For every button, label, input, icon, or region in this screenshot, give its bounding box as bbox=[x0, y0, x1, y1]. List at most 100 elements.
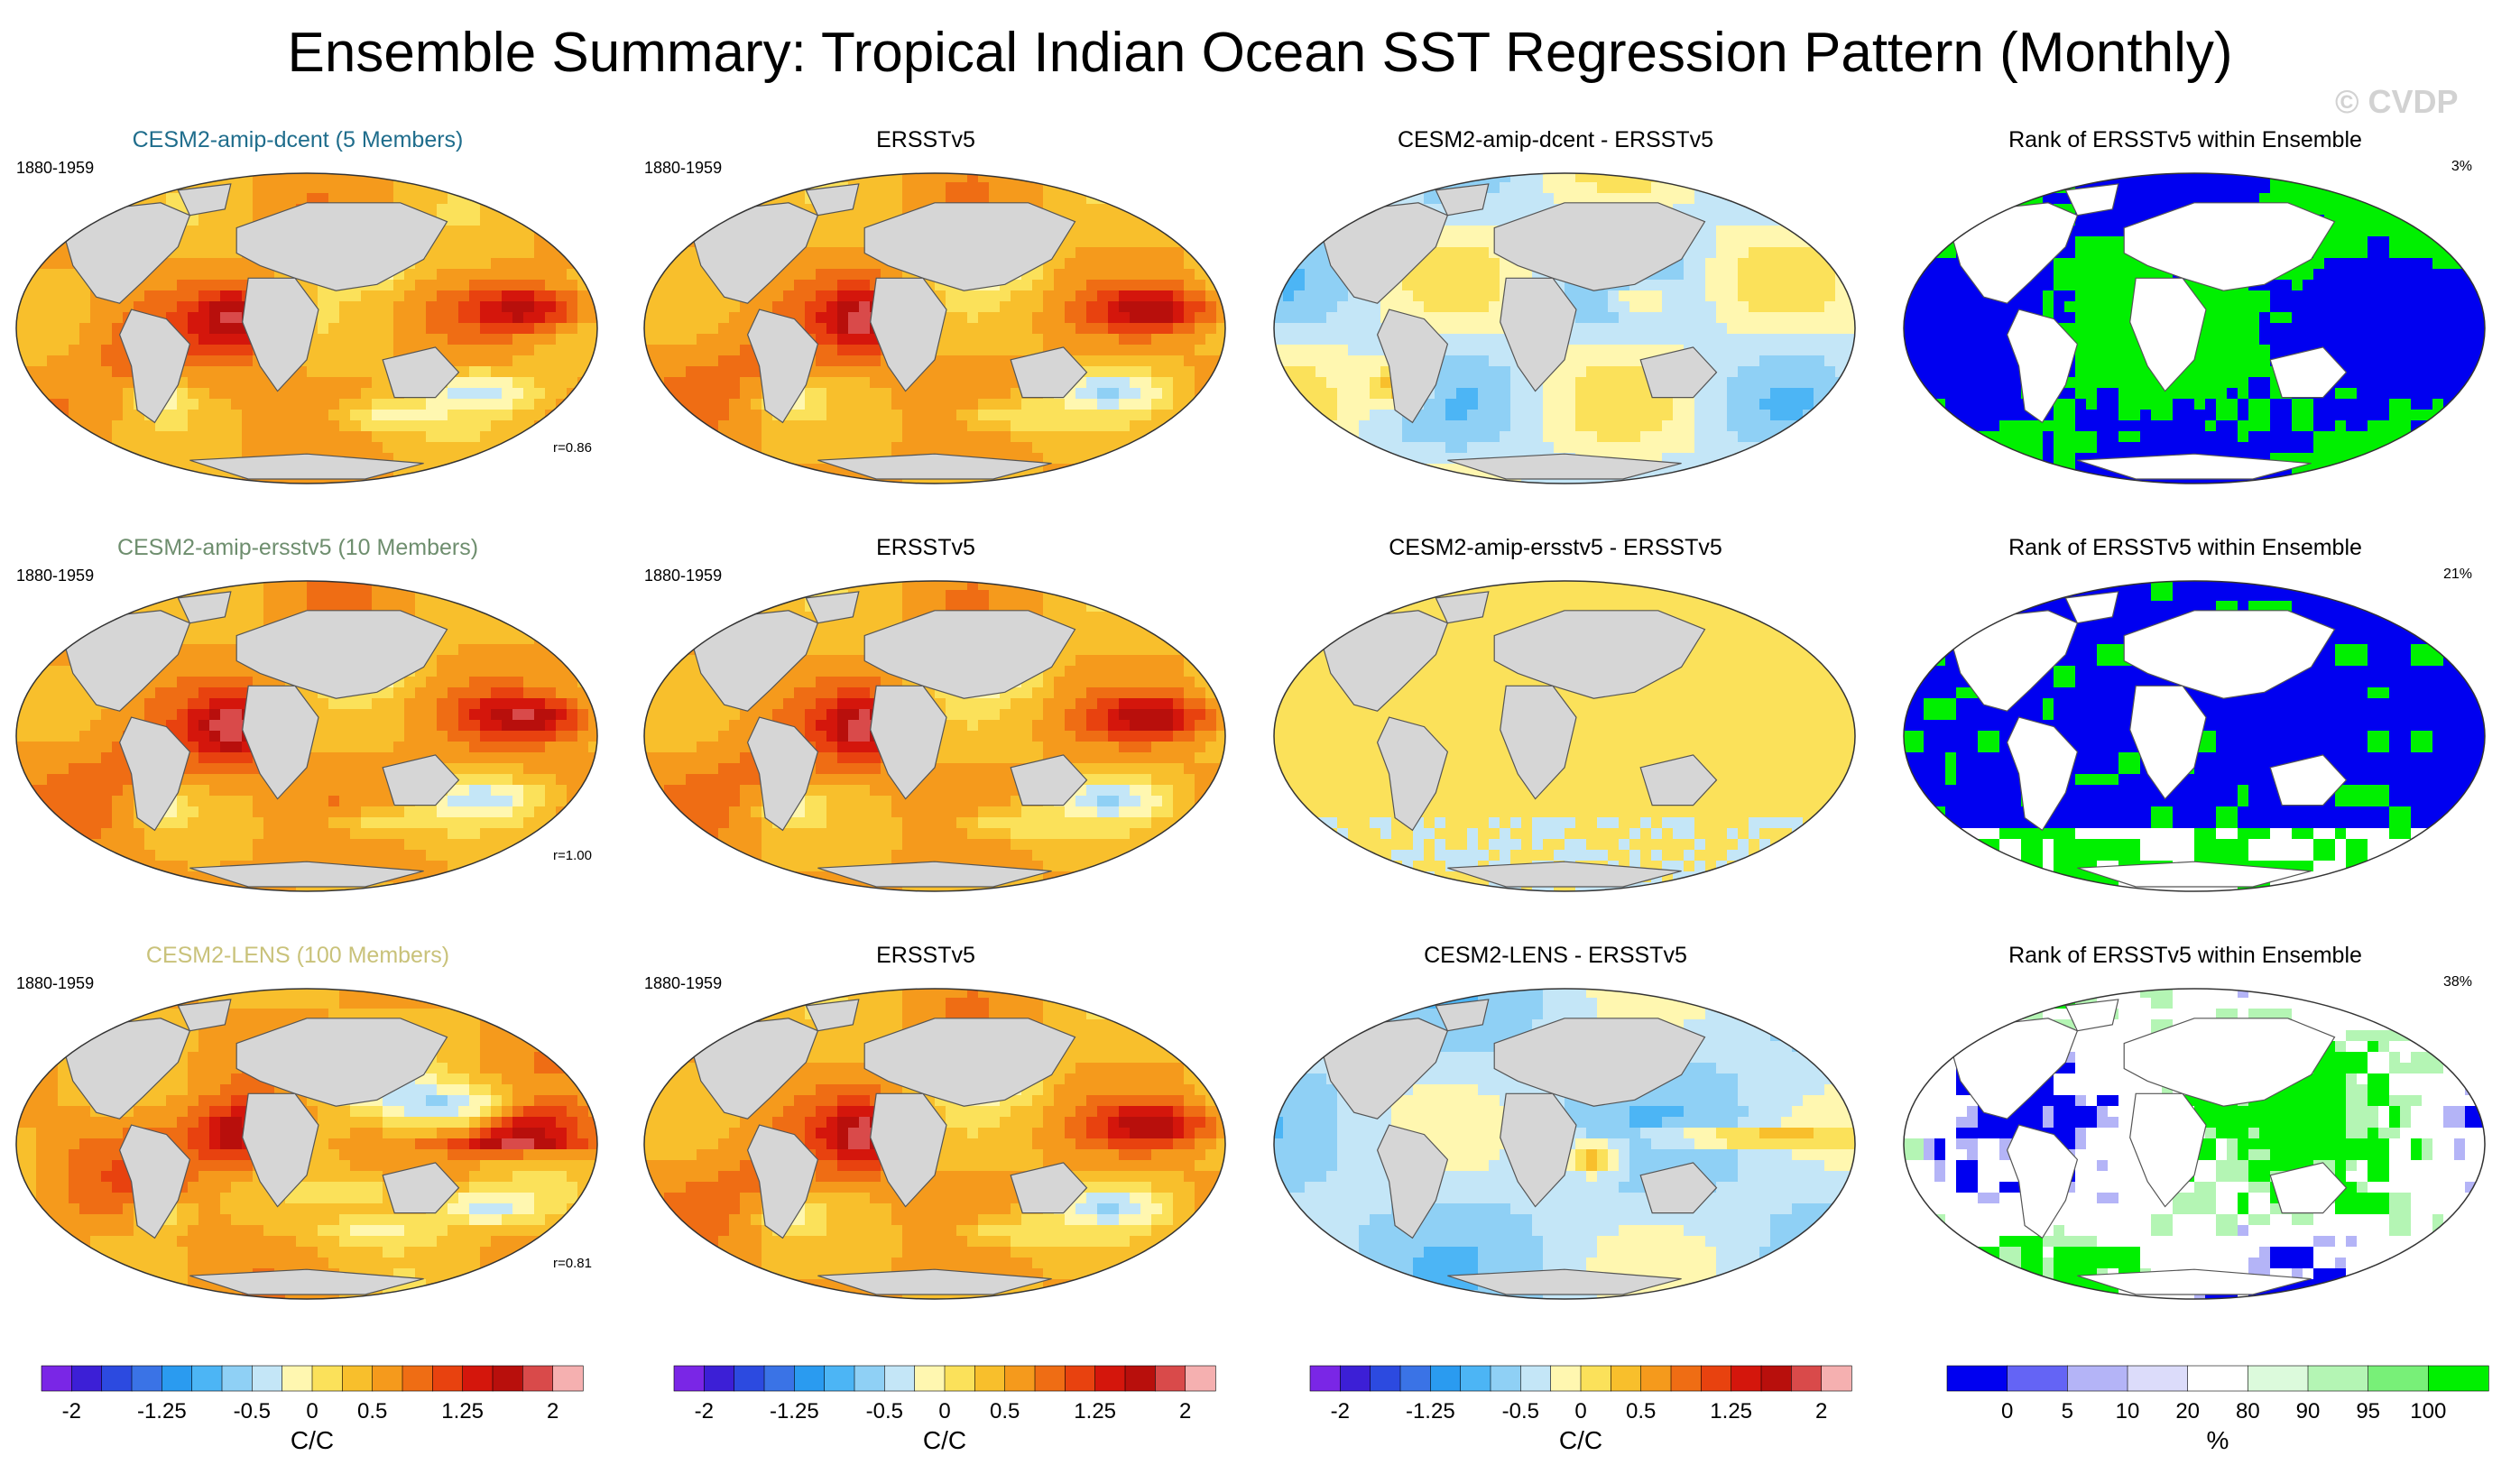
land-mass bbox=[235, 610, 448, 699]
colorbar-swatch bbox=[1520, 1365, 1552, 1392]
colorbar-swatch bbox=[492, 1365, 523, 1392]
colorbar-swatch bbox=[1946, 1365, 2008, 1392]
regression-colorbar: -2 -1.25 -0.5 0 0.5 1.25 2 C/C bbox=[673, 1365, 1216, 1454]
colorbar-swatch bbox=[131, 1365, 162, 1392]
colorbar-swatch bbox=[1340, 1365, 1371, 1392]
land-mass bbox=[863, 1018, 1076, 1107]
rank-percent-label: 21% bbox=[2442, 567, 2472, 582]
colorbar-tick-label: 0.5 bbox=[1626, 1399, 1656, 1424]
colorbar-swatch bbox=[101, 1365, 133, 1392]
colorbar-swatch bbox=[854, 1365, 885, 1392]
map-panel: ERSSTv5 1880-1959 bbox=[628, 897, 1226, 1304]
panel-title: ERSSTv5 bbox=[876, 535, 975, 560]
land-mass bbox=[118, 716, 191, 832]
land-mass bbox=[805, 591, 860, 624]
panel-title: CESM2-amip-ersstv5 - ERSSTv5 bbox=[1389, 535, 1722, 560]
map-border bbox=[1273, 988, 1856, 1300]
map-border bbox=[15, 172, 598, 484]
map-panel: Rank of ERSSTv5 within Ensemble 21% bbox=[1888, 489, 2486, 897]
rank-percent-label: 38% bbox=[2442, 974, 2472, 990]
map-panel: ERSSTv5 1880-1959 bbox=[628, 81, 1226, 489]
colorbar-swatch bbox=[673, 1365, 705, 1392]
land-mass bbox=[2064, 591, 2119, 624]
colorbar-tick-label: 1.25 bbox=[1074, 1399, 1116, 1424]
land-mass bbox=[2129, 1092, 2207, 1208]
colorbar-swatch bbox=[1490, 1365, 1521, 1392]
map-panel: CESM2-amip-ersstv5 - ERSSTv5 bbox=[1258, 489, 1856, 897]
land-mass bbox=[1948, 202, 2079, 304]
colorbar-swatch bbox=[884, 1365, 916, 1392]
colorbar-swatch bbox=[462, 1365, 494, 1392]
colorbar-swatch bbox=[1760, 1365, 1792, 1392]
land-mass bbox=[1318, 610, 1449, 712]
colorbar-swatch bbox=[1821, 1365, 1852, 1392]
colorbar-swatch bbox=[944, 1365, 975, 1392]
land-mass bbox=[688, 1018, 819, 1119]
land-mass bbox=[1639, 346, 1718, 399]
land-mass bbox=[1500, 685, 1577, 800]
colorbar-swatch bbox=[311, 1365, 343, 1392]
colorbar-swatch bbox=[1791, 1365, 1823, 1392]
world-map bbox=[643, 580, 1226, 892]
colorbar-swatch bbox=[1670, 1365, 1702, 1392]
period-label: 1880-1959 bbox=[16, 567, 95, 585]
land-mass bbox=[1639, 1162, 1718, 1214]
colorbar-tick-label: 100 bbox=[2410, 1399, 2446, 1424]
panel-title: ERSSTv5 bbox=[876, 127, 975, 152]
land-mass bbox=[1435, 591, 1490, 624]
map-border bbox=[643, 172, 1226, 484]
land-mass bbox=[817, 453, 1052, 480]
colorbar-swatch bbox=[763, 1365, 795, 1392]
colorbar-swatch bbox=[2127, 1365, 2189, 1392]
colorbar-swatch bbox=[1370, 1365, 1401, 1392]
colorbar-tick-label: 0 bbox=[1574, 1399, 1586, 1424]
colorbar-swatch bbox=[734, 1365, 765, 1392]
panel-title: CESM2-amip-dcent (5 Members) bbox=[132, 127, 464, 152]
land-mass bbox=[189, 861, 424, 888]
colorbar-swatch bbox=[1611, 1365, 1642, 1392]
land-mass bbox=[177, 183, 232, 217]
colorbar-tick-label: -0.5 bbox=[866, 1399, 903, 1424]
land-mass bbox=[746, 1124, 819, 1239]
colorbar-tick-label: 0 bbox=[2001, 1399, 2013, 1424]
colorbar-tick-label: 2 bbox=[547, 1399, 558, 1424]
map-border bbox=[1273, 172, 1856, 484]
colorbar-tick-label: 5 bbox=[2062, 1399, 2073, 1424]
colorbar-swatch bbox=[2428, 1365, 2489, 1392]
colorbar-unit-label: % bbox=[2207, 1426, 2229, 1454]
colorbar-swatch bbox=[1399, 1365, 1431, 1392]
colorbar-swatch bbox=[191, 1365, 223, 1392]
regression-colorbar: -2 -1.25 -0.5 0 0.5 1.25 2 C/C bbox=[41, 1365, 584, 1454]
world-map bbox=[15, 172, 598, 484]
world-map bbox=[1903, 172, 2486, 484]
colorbar-swatch bbox=[1580, 1365, 1611, 1392]
pattern-correlation-label: r=0.86 bbox=[553, 440, 592, 456]
land-mass bbox=[2269, 346, 2348, 399]
colorbar-unit-label: C/C bbox=[923, 1426, 966, 1454]
land-mass bbox=[1948, 610, 2079, 712]
panel-title: Rank of ERSSTv5 within Ensemble bbox=[2008, 127, 2362, 152]
colorbar-tick-label: 20 bbox=[2175, 1399, 2200, 1424]
colorbar-tick-label: 80 bbox=[2236, 1399, 2260, 1424]
rank-colorbar: 0 5 10 20 80 90 95 100% bbox=[1946, 1365, 2489, 1454]
land-mass bbox=[382, 1162, 460, 1214]
map-panel: CESM2-amip-dcent (5 Members) 1880-1959 r=0… bbox=[0, 81, 598, 489]
colorbar-swatch bbox=[1460, 1365, 1491, 1392]
land-mass bbox=[870, 1092, 947, 1208]
land-mass bbox=[1010, 1162, 1088, 1214]
colorbar-tick-label: -0.5 bbox=[1502, 1399, 1539, 1424]
land-mass bbox=[1948, 1018, 2079, 1119]
map-border bbox=[15, 988, 598, 1300]
land-mass bbox=[2006, 309, 2079, 424]
colorbar-swatch bbox=[2368, 1365, 2429, 1392]
colorbar-swatch bbox=[552, 1365, 584, 1392]
map-panel: ERSSTv5 1880-1959 bbox=[628, 489, 1226, 897]
colorbar-tick-label: 90 bbox=[2296, 1399, 2321, 1424]
panel-title: CESM2-amip-dcent - ERSSTv5 bbox=[1397, 127, 1714, 152]
land-mass bbox=[1493, 202, 1706, 291]
land-mass bbox=[2077, 1268, 2312, 1295]
map-border bbox=[1273, 580, 1856, 892]
map-panel: CESM2-LENS - ERSSTv5 bbox=[1258, 897, 1856, 1304]
map-border bbox=[15, 580, 598, 892]
map-border bbox=[1903, 988, 2486, 1300]
